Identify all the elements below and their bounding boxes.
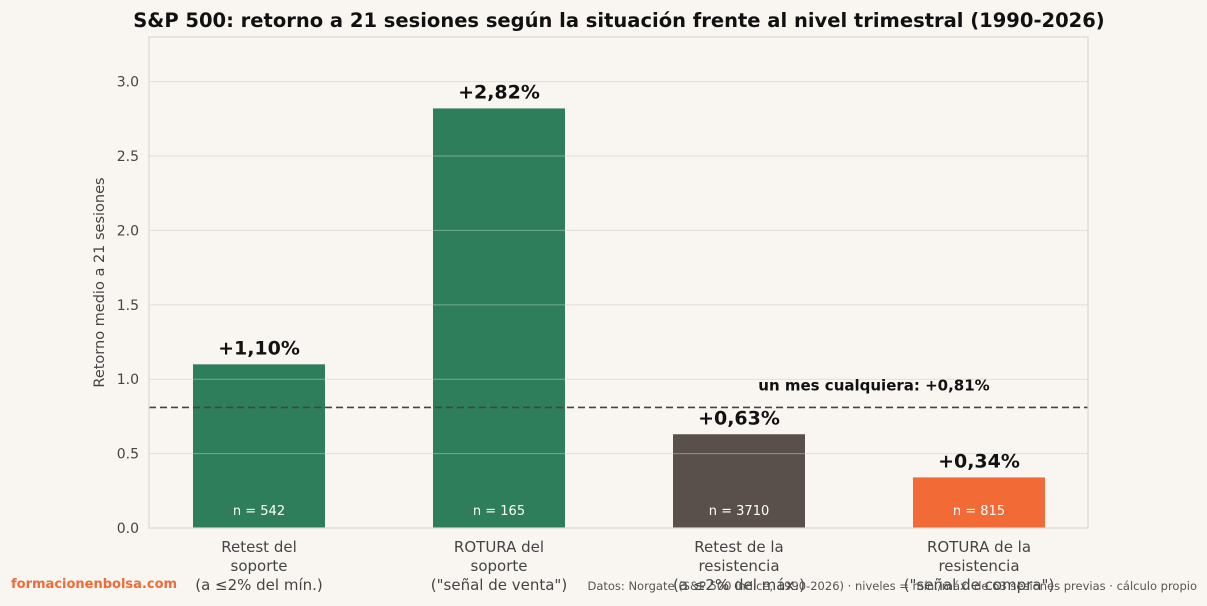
bar [913,477,1045,528]
count-label: n = 815 [953,504,1005,519]
x-tick-label: resistencia [938,557,1019,575]
x-tick-label: Retest del [221,538,296,556]
y-tick-label: 3.0 [117,75,139,91]
y-tick-label: 1.0 [117,372,139,388]
value-label: +0,63% [698,407,780,429]
x-tick-label: (a ≤2% del máx.) [673,576,805,594]
y-axis-label: Retorno medio a 21 sesiones [92,177,108,387]
value-label: +0,34% [938,450,1020,472]
y-tick-label: 0.5 [117,447,139,463]
x-tick-label: ("señal de compra") [904,576,1055,594]
y-tick-label: 2.5 [117,149,139,165]
x-tick-label: (a ≤2% del mín.) [195,576,323,594]
y-tick-label: 1.5 [117,298,139,314]
x-tick-label: Retest de la [694,538,783,556]
x-tick-label: soporte [231,557,288,575]
count-label: n = 3710 [709,504,769,519]
x-tick-label: ROTURA de la [927,538,1031,556]
y-tick-label: 2.0 [117,223,139,239]
count-label: n = 542 [233,504,285,519]
value-label: +1,10% [218,337,300,359]
count-label: n = 165 [473,504,525,519]
source-note: Datos: Norgate (S&P 500 índice, 1990-202… [587,579,1197,593]
y-tick-label: 0.0 [117,521,139,537]
reference-line-label: un mes cualquiera: +0,81% [758,376,989,394]
value-label: +2,82% [458,81,540,103]
bar [673,434,805,528]
x-tick-label: ROTURA del [454,538,544,556]
brand-label: formacionenbolsa.com [11,577,178,592]
x-tick-label: ("señal de venta") [431,576,567,594]
x-tick-label: resistencia [698,557,779,575]
x-tick-label: soporte [471,557,528,575]
bar [433,108,565,528]
bar [193,364,325,528]
plot-frame [148,36,1089,529]
chart-title: S&P 500: retorno a 21 sesiones según la … [133,9,1104,32]
